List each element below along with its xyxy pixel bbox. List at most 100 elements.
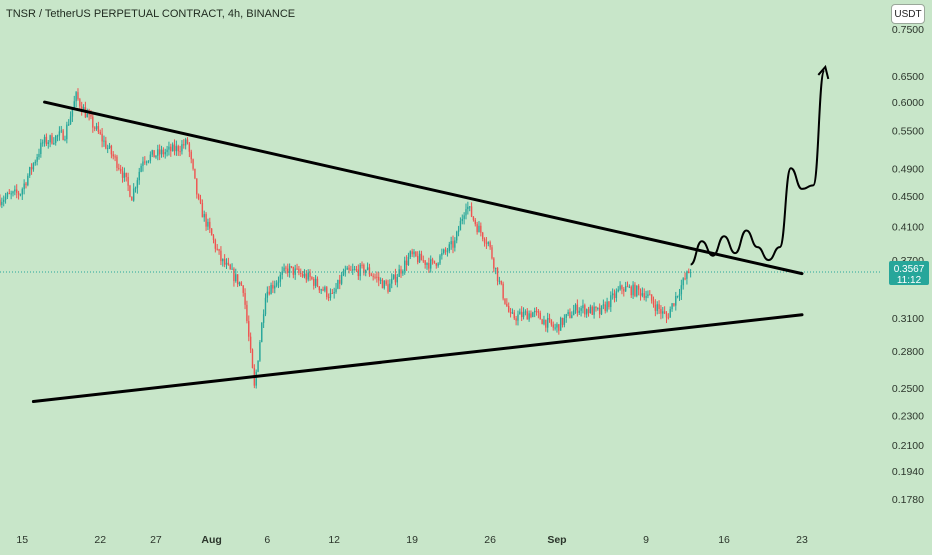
candle-body: [357, 269, 360, 277]
candle-body: [587, 309, 590, 314]
candle-body: [43, 136, 46, 143]
candle-body: [498, 280, 501, 282]
candle-body: [637, 285, 640, 290]
candle-body: [311, 277, 313, 280]
candle-body: [305, 273, 308, 280]
candle-body: [151, 150, 153, 155]
candle-body: [519, 311, 521, 315]
candle-body: [552, 324, 554, 328]
candle-body: [530, 313, 532, 318]
candle-body: [686, 271, 688, 279]
y-tick-label: 0.2800: [892, 346, 924, 358]
projection-path[interactable]: [690, 69, 826, 266]
candle-body: [359, 264, 361, 277]
candle-body: [632, 284, 634, 296]
candle-body: [175, 146, 178, 152]
candle-body: [663, 311, 666, 314]
candle-body: [179, 151, 181, 153]
candle-body: [25, 183, 27, 186]
current-price-label: 0.3567: [894, 264, 925, 275]
candle-body: [439, 255, 441, 264]
candle-body: [636, 285, 638, 296]
candle-body: [73, 101, 75, 110]
candle-body: [216, 248, 218, 250]
x-tick-label: 27: [150, 534, 162, 546]
candle-body: [69, 116, 72, 125]
candle-body: [86, 113, 88, 118]
candle-body: [409, 251, 411, 258]
ascending-trendline[interactable]: [31, 313, 804, 404]
candle-body: [327, 297, 330, 299]
candle-body: [600, 305, 603, 315]
candle-body: [430, 259, 432, 269]
currency-selector[interactable]: USDT: [891, 4, 925, 24]
candle-body: [275, 282, 278, 286]
x-tick-label: 19: [406, 534, 418, 546]
candle-body: [678, 294, 681, 296]
candle-body: [320, 289, 322, 291]
y-tick-label: 0.1780: [892, 494, 924, 506]
candle-body: [303, 273, 306, 277]
candle-body: [426, 263, 428, 265]
candle-body: [569, 312, 571, 318]
candle-body: [493, 258, 495, 269]
candle-body: [340, 275, 343, 284]
candle-body: [452, 241, 454, 248]
candle-body: [184, 139, 187, 146]
candle-body: [283, 267, 285, 272]
candle-body: [374, 276, 376, 278]
candle-body: [658, 304, 660, 310]
candle-body: [99, 132, 101, 134]
candle-body: [248, 321, 250, 337]
candle-body: [650, 294, 653, 301]
candle-body: [186, 139, 189, 144]
candle-body: [363, 264, 365, 273]
candle-body: [470, 206, 473, 217]
candle-body: [225, 262, 228, 265]
candle-body: [240, 282, 243, 286]
candle-body: [619, 285, 621, 290]
candle-body: [339, 279, 341, 284]
candle-body: [474, 219, 476, 225]
candle-body: [604, 304, 606, 311]
candle-body: [36, 157, 38, 162]
candle-body: [576, 304, 579, 313]
candle-body: [348, 267, 350, 270]
candle-body: [595, 306, 597, 309]
candle-body: [266, 291, 269, 298]
candle-body: [261, 322, 263, 343]
candle-body: [129, 185, 131, 197]
candle-body: [288, 266, 291, 273]
candle-body: [669, 309, 671, 318]
candle-body: [38, 154, 40, 158]
candle-body: [0, 199, 1, 205]
candle-body: [526, 311, 528, 320]
candle-body: [411, 251, 413, 255]
candle-body: [80, 106, 83, 112]
candle-body: [158, 149, 161, 155]
candle-body: [3, 199, 5, 202]
candle-body: [489, 242, 491, 248]
candle-body: [446, 251, 449, 253]
candle-body: [157, 149, 159, 156]
candle-body: [233, 268, 235, 282]
candle-body: [396, 276, 398, 283]
candle-body: [584, 305, 586, 315]
candle-body: [571, 315, 573, 318]
candle-body: [353, 269, 356, 271]
candle-body: [598, 307, 601, 315]
candle-body: [682, 278, 684, 286]
candle-body: [615, 291, 618, 298]
candle-body: [656, 304, 658, 311]
candle-body: [379, 279, 382, 281]
descending-trendline[interactable]: [43, 100, 804, 276]
candle-body: [626, 286, 629, 288]
candle-body: [391, 278, 393, 284]
candle-body: [287, 268, 289, 273]
candle-body: [585, 309, 588, 315]
candle-body: [160, 149, 163, 155]
candle-body: [417, 256, 419, 263]
candle-body: [329, 292, 332, 298]
